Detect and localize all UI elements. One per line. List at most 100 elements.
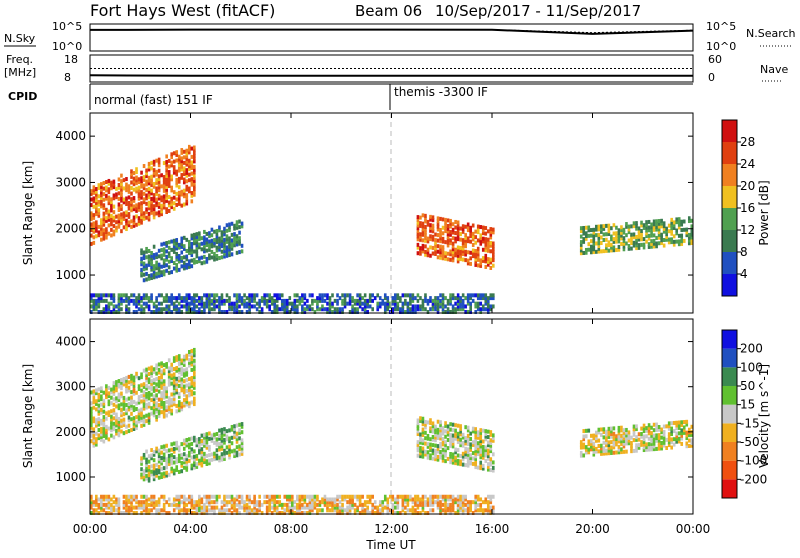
cell-1: [160, 248, 163, 253]
cell-2: [451, 252, 455, 257]
cell-4: [157, 293, 161, 298]
cell-0: [167, 203, 171, 208]
cell-1: [190, 250, 194, 255]
cell-0: [95, 195, 98, 200]
cell-4: [439, 293, 442, 298]
cell-1: [220, 235, 224, 240]
cell-2: [419, 418, 422, 423]
cell-1: [220, 241, 224, 246]
cell-4: [348, 502, 352, 507]
cell-0: [190, 376, 194, 381]
cell-0: [130, 376, 133, 381]
cell-0: [193, 178, 196, 183]
cell-4: [311, 500, 314, 505]
cell-0: [147, 181, 151, 186]
cell-3: [587, 247, 591, 252]
cell-4: [228, 301, 231, 306]
cell-0: [122, 186, 126, 191]
cell-0: [115, 380, 118, 385]
cell-0: [137, 376, 141, 381]
cell-4: [481, 293, 485, 298]
cell-4: [318, 307, 322, 312]
cell-2: [416, 228, 420, 233]
cell-2: [454, 458, 457, 463]
cell-4: [394, 497, 397, 502]
cell-4: [318, 500, 322, 505]
cell-1: [205, 434, 209, 439]
cell-0: [115, 388, 118, 393]
cell-4: [112, 298, 116, 303]
cell-0: [107, 187, 111, 192]
cell-3: [622, 439, 626, 444]
cell-4: [426, 497, 430, 502]
cell-0: [157, 413, 161, 418]
cell-4: [240, 500, 244, 505]
cell-0: [152, 388, 156, 393]
cell-0: [182, 160, 186, 165]
cell-0: [130, 400, 133, 405]
cell-4: [157, 497, 161, 502]
cell-1: [160, 461, 163, 466]
cell-0: [175, 158, 179, 163]
cell-1: [193, 235, 196, 240]
cell-2: [469, 437, 472, 442]
cell-0: [157, 204, 161, 209]
cell-4: [278, 500, 282, 505]
cell-1: [223, 243, 226, 248]
cell-0: [165, 179, 168, 184]
cell-1: [162, 241, 166, 246]
cell-0: [170, 177, 173, 182]
cell-4: [481, 511, 485, 515]
cell-4: [180, 304, 184, 309]
cell-0: [132, 196, 136, 201]
cell-1: [233, 435, 236, 440]
cell-1: [175, 465, 179, 470]
cell-0: [160, 212, 163, 217]
cell-4: [308, 502, 312, 507]
cell-4: [233, 293, 236, 298]
cell-0: [95, 187, 98, 192]
cell-4: [165, 298, 168, 303]
cell-1: [190, 466, 194, 471]
cell-1: [180, 250, 184, 255]
cell-4: [459, 301, 462, 306]
cell-2: [441, 236, 445, 241]
cell-3: [627, 435, 631, 440]
cell-1: [175, 459, 179, 464]
cell-4: [388, 508, 392, 513]
cell-1: [195, 443, 199, 448]
cell-4: [391, 310, 395, 314]
cell-2: [421, 446, 425, 451]
cell-4: [469, 508, 472, 513]
cell-2: [466, 458, 470, 463]
cell-0: [100, 418, 103, 423]
cell-1: [238, 250, 241, 255]
cell-4: [486, 500, 490, 505]
cell-3: [652, 441, 656, 446]
cell-3: [635, 446, 638, 450]
cell-3: [652, 244, 656, 249]
cell-2: [489, 249, 493, 254]
cell-4: [218, 304, 221, 309]
cell-4: [441, 310, 445, 314]
cell-2: [449, 441, 452, 446]
ytick-label: 1000: [55, 268, 86, 282]
cell-2: [492, 252, 495, 257]
cell-0: [150, 202, 153, 207]
cell-0: [150, 183, 153, 188]
cell-4: [388, 301, 392, 306]
cell-4: [386, 505, 390, 510]
cell-0: [155, 401, 158, 406]
cell-4: [228, 494, 231, 499]
cell-4: [424, 500, 427, 505]
cell-0: [180, 358, 184, 363]
cell-4: [409, 497, 412, 502]
cell-0: [147, 420, 151, 425]
cell-0: [162, 392, 166, 397]
cell-0: [167, 158, 171, 163]
cell-0: [182, 403, 186, 408]
cell-1: [215, 253, 219, 258]
cell-3: [582, 442, 586, 447]
cell-1: [230, 424, 234, 429]
cell-1: [190, 441, 194, 446]
